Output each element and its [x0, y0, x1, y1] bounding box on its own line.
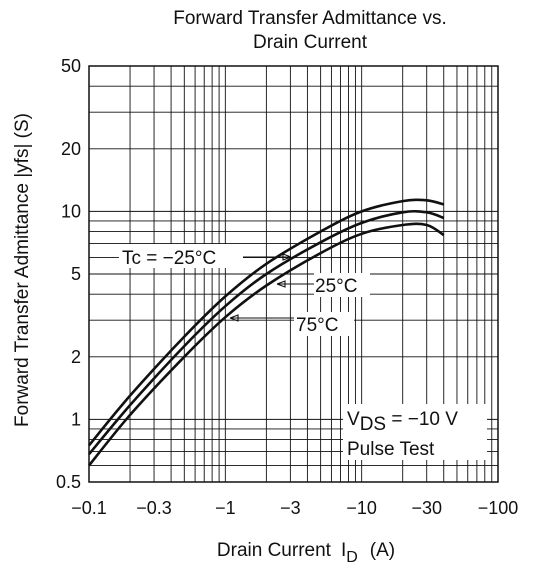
- series-label-25c: 25°C: [315, 276, 357, 297]
- series-label-tc-minus25: Tc = −25°C: [122, 248, 216, 269]
- plot-frame: [88, 65, 499, 483]
- condition-pulse: Pulse Test: [347, 439, 435, 460]
- x-tick-label: −100: [478, 498, 519, 518]
- y-tick-label: 20: [61, 139, 81, 159]
- y-tick-label: 2: [71, 347, 81, 367]
- x-tick-label: −0.1: [71, 498, 107, 518]
- series-line-1: [88, 209, 445, 456]
- x-axis-label: Drain Current ID (A): [217, 540, 395, 564]
- x-tick-labels: −0.1 −0.3 −1 −3 −10 −30 −100: [71, 498, 518, 518]
- condition-vds: VDS = −10 V: [347, 409, 458, 435]
- y-tick-label: 1: [71, 409, 81, 429]
- x-tick-label: −10: [346, 498, 377, 518]
- y-tick-label: 0.5: [56, 472, 81, 492]
- x-tick-label: −3: [280, 498, 301, 518]
- condition-annotation: VDS = −10 V Pulse Test: [343, 404, 487, 460]
- series-line-2: [87, 222, 445, 467]
- series-label-75c: 75°C: [296, 315, 338, 336]
- y-axis-label: Forward Transfer Admittance |yfs| (S): [12, 113, 33, 427]
- y-tick-label: 10: [61, 201, 81, 221]
- x-tick-label: −0.3: [136, 498, 172, 518]
- x-tick-label: −1: [215, 498, 236, 518]
- label-tc-minus25: Tc = −25°C: [119, 244, 292, 269]
- chart-title-line2: Drain Current: [253, 32, 368, 53]
- y-tick-labels: 0.5 1 2 5 10 20 50: [56, 56, 81, 492]
- x-tick-label: −30: [411, 498, 442, 518]
- label-75c: 75°C: [229, 312, 354, 336]
- chart-title-line1: Forward Transfer Admittance vs.: [173, 8, 447, 29]
- y-tick-label: 50: [61, 56, 81, 76]
- series-line-0: [87, 198, 445, 447]
- label-25c: 25°C: [276, 273, 370, 297]
- series-lines: [87, 198, 445, 467]
- y-tick-label: 5: [71, 264, 81, 284]
